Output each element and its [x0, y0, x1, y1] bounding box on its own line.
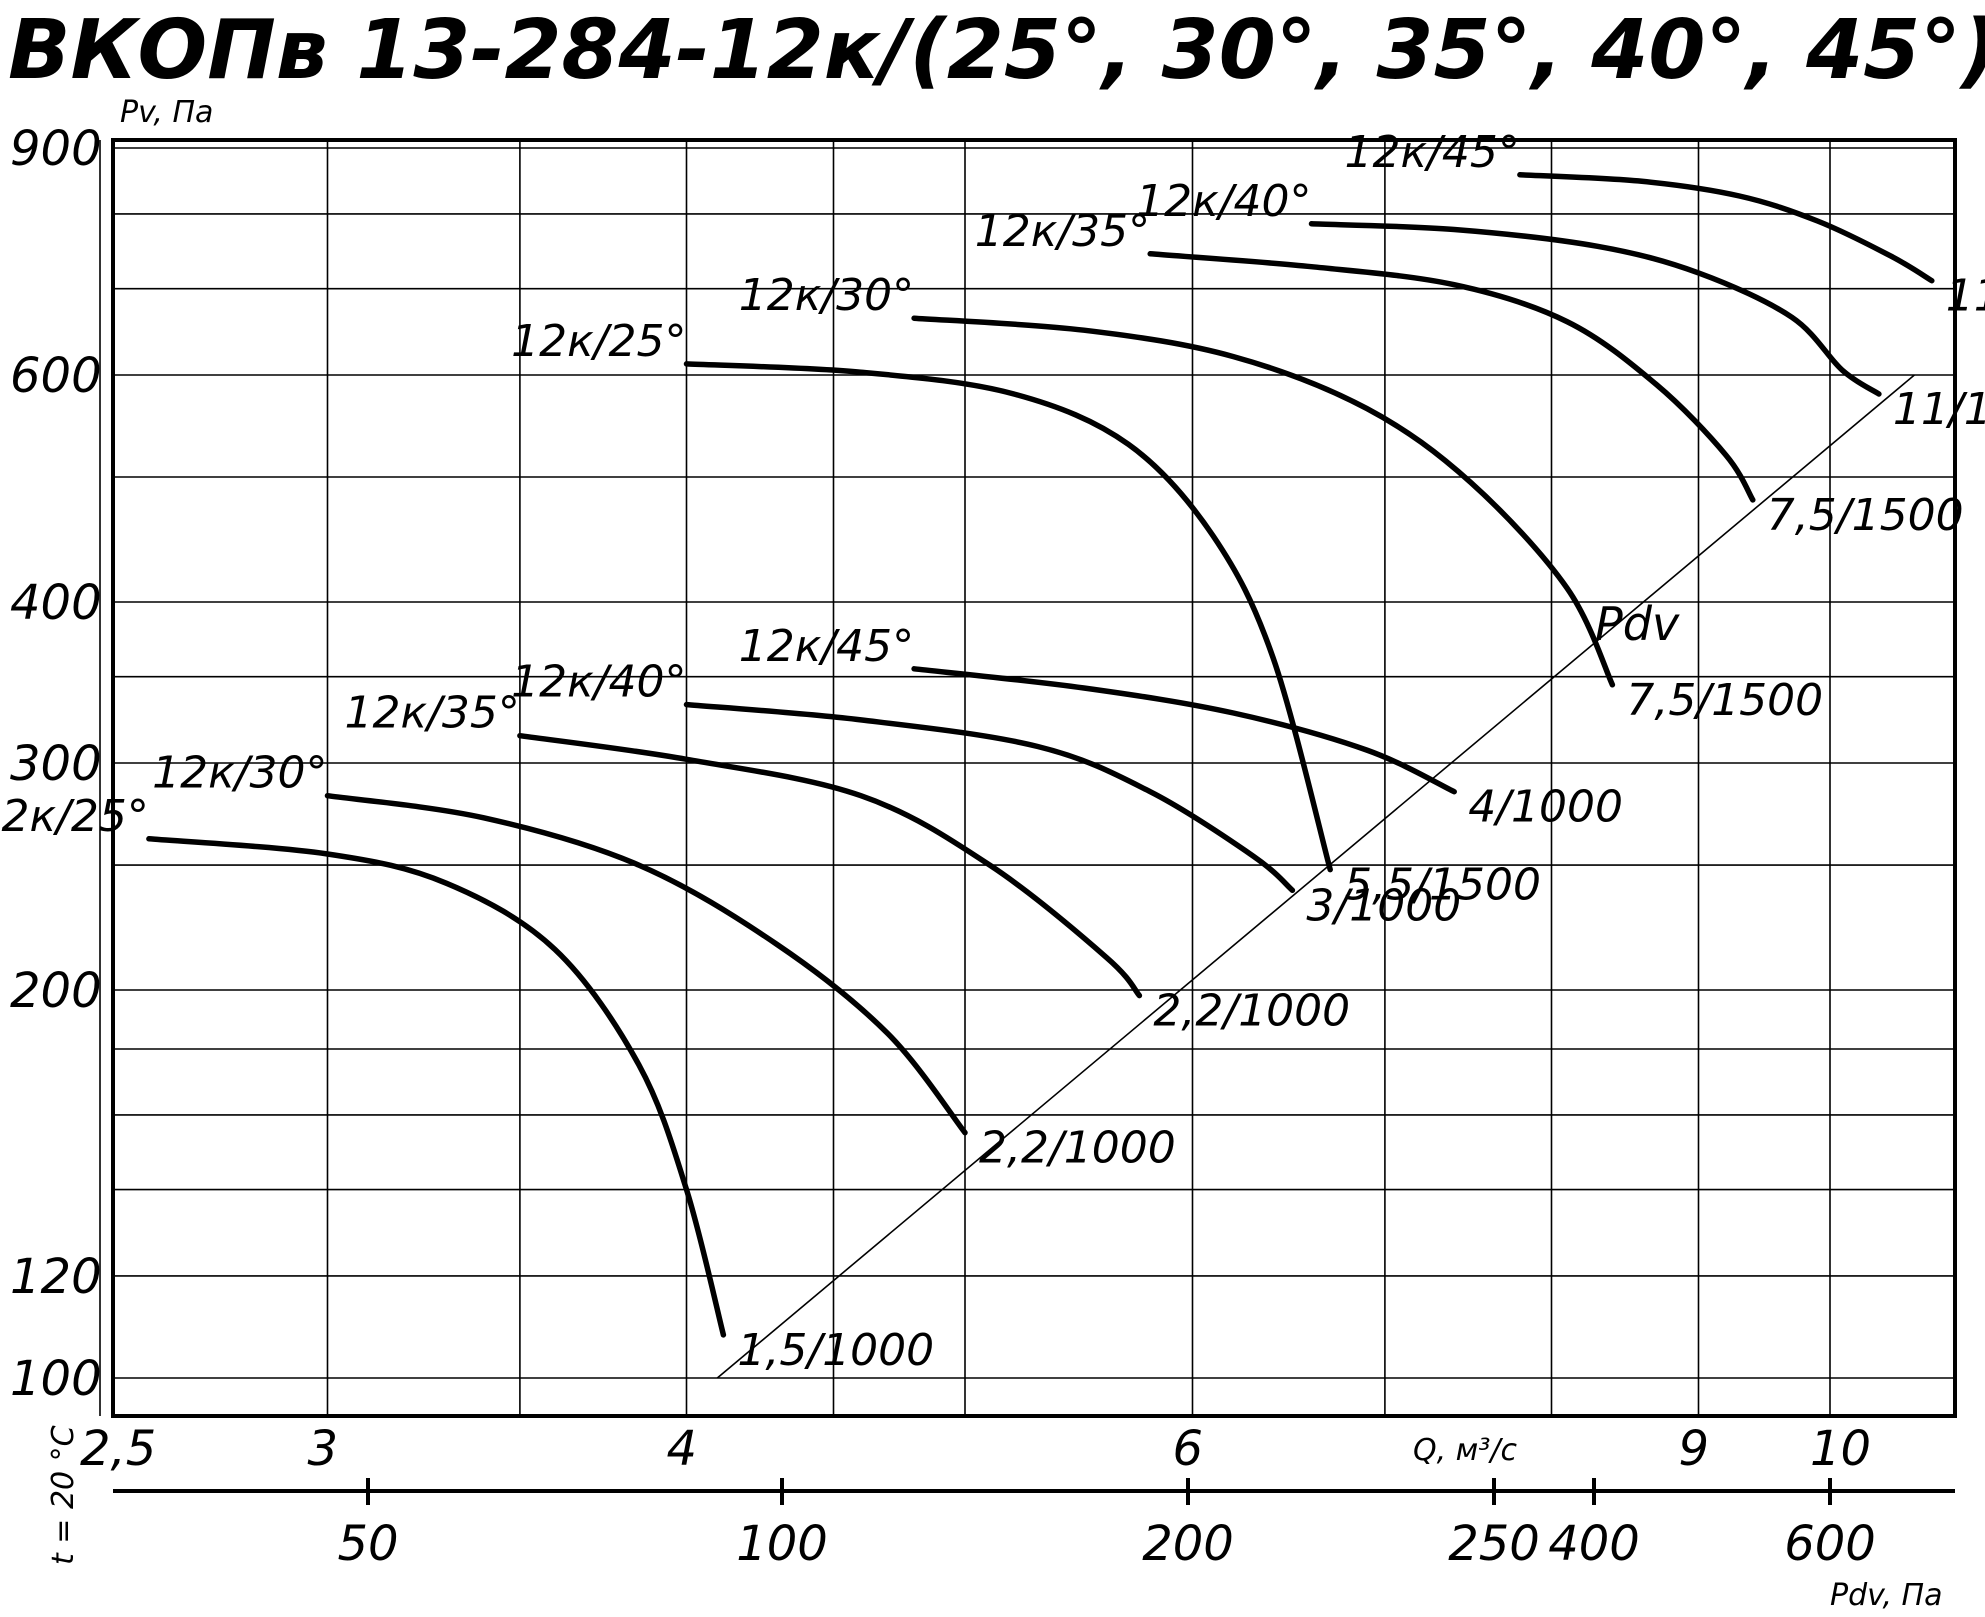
curve-4: [911, 666, 1457, 795]
x2-tick-label: 50: [337, 1516, 398, 1572]
curve-name-label: 12к/45°: [1345, 127, 1520, 178]
grid: [99, 140, 1955, 1416]
y-tick-label: 100: [10, 1351, 102, 1407]
x2-axis-label: Pdv, Па: [1830, 1578, 1942, 1613]
curve-name-label: 12к/25°: [511, 316, 686, 367]
motor-label: 7,5/1500: [1626, 675, 1823, 726]
pdv-line: [716, 374, 1915, 1379]
x2-tick-label: 250: [1448, 1516, 1540, 1572]
x-axis-label: Q, м³/с: [1413, 1433, 1517, 1468]
y-tick-label: 200: [10, 963, 102, 1019]
curve-1: [324, 792, 968, 1136]
x-tick-label: 4: [667, 1421, 698, 1477]
pdv-diagonal: [716, 374, 1915, 1379]
pdv-diagonal-label: Pdv: [1595, 597, 1680, 651]
plot-frame: [111, 138, 1957, 1418]
motor-label: 2,2/1000: [1153, 986, 1350, 1037]
label-layer: 900 600 400 300 200 120 100 2,5 3 4 6 9 10 50 100 200 25…: [0, 121, 1985, 1572]
y-tick-label: 400: [10, 575, 102, 631]
x-tick-label: 10: [1810, 1421, 1871, 1477]
motor-label: 4/1000: [1468, 782, 1623, 833]
y-tick-label: 600: [10, 348, 102, 404]
motor-label: 3/1000: [1306, 880, 1461, 931]
curve-name-label: 12к/35°: [975, 206, 1150, 257]
motor-label: 11/1500: [1893, 384, 1985, 435]
curve-name-label: 12к/30°: [152, 748, 327, 799]
chart-title: ВКОПв 13-284-12к/(25°, 30°, 35°, 40°, 45…: [8, 3, 1985, 98]
temperature-label: t = 20 °C: [46, 1425, 81, 1565]
curve-9: [1517, 172, 1935, 284]
curve-name-label: 12к/35°: [345, 688, 520, 739]
x-tick-label: 3: [308, 1421, 339, 1477]
x-tick-label: 2,5: [80, 1421, 156, 1477]
curve-5: [683, 361, 1333, 873]
motor-label: 1,5/1000: [737, 1325, 934, 1376]
curve-name-label: 12к/40°: [1136, 176, 1311, 227]
x2-tick-label: 200: [1142, 1516, 1234, 1572]
curve-0: [146, 836, 727, 1338]
motor-label: 7,5/1500: [1767, 490, 1964, 541]
curve-name-label: 12к/40°: [511, 657, 686, 708]
x2-tick-label: 400: [1548, 1516, 1640, 1572]
curve-name-label: 12к/25°: [0, 791, 149, 842]
x-tick-label: 6: [1173, 1421, 1204, 1477]
curve-2: [517, 732, 1143, 999]
x-tick-label: 9: [1679, 1421, 1710, 1477]
y-tick-label: 300: [10, 736, 102, 792]
y-tick-label: 120: [10, 1249, 102, 1305]
curve-6: [911, 315, 1616, 688]
x2-tick-label: 600: [1784, 1516, 1876, 1572]
curve-3: [683, 701, 1296, 894]
x2-tick-label: 100: [736, 1516, 828, 1572]
motor-label: 11/1500: [1946, 271, 1985, 322]
y-axis-label: Pv, Па: [120, 95, 213, 130]
curve-8: [1308, 221, 1882, 397]
curve-layer: [146, 172, 1935, 1338]
motor-label: 2,2/1000: [979, 1123, 1176, 1174]
curve-7: [1147, 251, 1756, 503]
y-tick-label: 900: [10, 121, 102, 177]
motor-label: 5,5/1500: [1344, 860, 1541, 911]
curve-name-label: 12к/30°: [739, 270, 914, 321]
curve-name-label: 12к/45°: [739, 621, 914, 672]
